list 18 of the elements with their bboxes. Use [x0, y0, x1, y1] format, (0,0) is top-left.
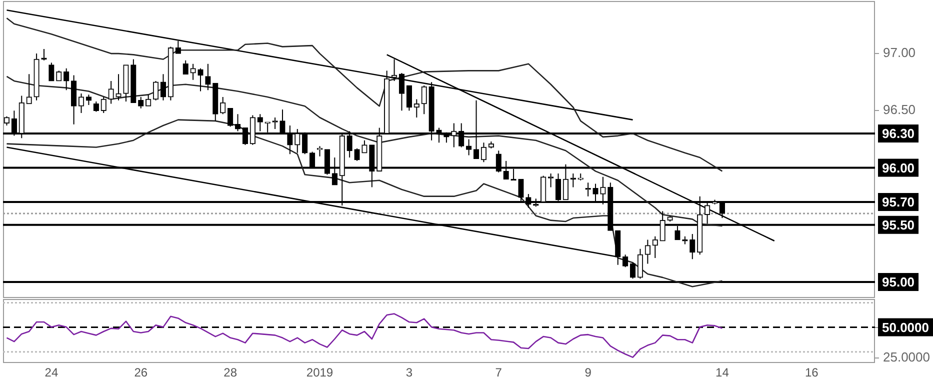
x-tick-label: 7 — [495, 366, 502, 380]
x-tick-label: 3 — [406, 366, 413, 380]
x-tick-label: 24 — [44, 366, 58, 380]
ref-line-label: 96.30 — [882, 126, 915, 142]
x-tick-label: 9 — [584, 366, 592, 380]
ref-line-label: 95.70 — [882, 194, 915, 210]
x-tick-label: 14 — [716, 366, 730, 380]
y-tick-label: 25.0000 — [883, 350, 930, 365]
y-tick-label: 97.00 — [883, 45, 916, 60]
ref-line-label: 95.00 — [882, 274, 915, 290]
y-tick-label: 50.0000 — [882, 320, 929, 335]
ref-line-label: 96.00 — [882, 160, 915, 176]
x-tick-label: 28 — [224, 366, 238, 380]
y-tick-label: 96.50 — [883, 102, 916, 118]
x-tick-label: 16 — [804, 366, 819, 380]
x-tick-label: 26 — [134, 366, 148, 380]
x-tick-label: 2019 — [306, 366, 334, 380]
ref-line-label: 95.50 — [882, 217, 915, 232]
